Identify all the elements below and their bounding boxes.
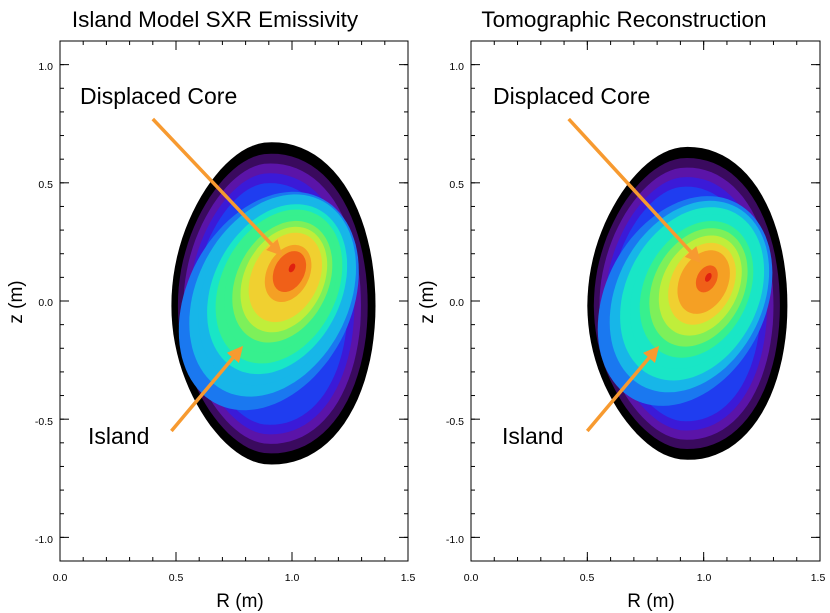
y-tick-labels: -1.0 -0.5 0.0 0.5 1.0 xyxy=(35,61,53,546)
contour-level xyxy=(705,273,712,282)
panel-title: Tomographic Reconstruction xyxy=(481,7,766,32)
y-tick-label: -1.0 xyxy=(446,534,464,546)
y-tick-label: 0.5 xyxy=(449,179,464,191)
y-axis-label: z (m) xyxy=(6,280,27,323)
x-tick-labels: 0.0 0.5 1.0 1.5 xyxy=(53,572,416,584)
annotation-arrow xyxy=(585,345,660,433)
y-tick-labels: -1.0 -0.5 0.0 0.5 1.0 xyxy=(446,61,464,546)
annotation-displaced-core: Displaced Core xyxy=(80,83,237,109)
y-tick-label: -1.0 xyxy=(35,534,53,546)
axis-ticks xyxy=(59,40,409,562)
x-tick-label: 1.0 xyxy=(697,572,712,584)
annotation-arrows xyxy=(567,117,702,433)
y-tick-label: 1.0 xyxy=(449,61,464,73)
x-tick-labels: 0.0 0.5 1.0 1.5 xyxy=(464,572,826,584)
x-tick-label: 0.0 xyxy=(464,572,479,584)
x-tick-label: 1.5 xyxy=(811,572,826,584)
x-tick-label: 0.0 xyxy=(53,572,68,584)
panel-tomographic-reconstruction: Tomographic Reconstruction R (m) z (m) D… xyxy=(417,7,825,612)
contour-level xyxy=(288,263,296,273)
x-tick-label: 1.5 xyxy=(401,572,416,584)
panel-island-model: Island Model SXR Emissivity R (m) z (m) … xyxy=(6,7,415,612)
x-tick-label: 1.0 xyxy=(285,572,300,584)
x-tick-label: 0.5 xyxy=(169,572,184,584)
y-tick-label: 0.5 xyxy=(38,179,53,191)
y-axis-label: z (m) xyxy=(417,280,438,323)
emissivity-contours xyxy=(171,142,376,465)
annotation-arrow xyxy=(170,345,244,433)
panel-title: Island Model SXR Emissivity xyxy=(72,7,359,32)
annotation-arrows xyxy=(151,117,283,433)
y-tick-label: 1.0 xyxy=(38,61,53,73)
x-axis-label: R (m) xyxy=(627,591,674,612)
emissivity-contours xyxy=(587,146,788,460)
y-tick-label: 0.0 xyxy=(38,297,53,309)
annotation-arrow xyxy=(151,117,283,256)
y-tick-label: -0.5 xyxy=(35,416,53,428)
annotation-arrow xyxy=(567,117,702,264)
annotation-displaced-core: Displaced Core xyxy=(493,83,650,109)
y-tick-label: 0.0 xyxy=(449,297,464,309)
x-axis-label: R (m) xyxy=(216,591,263,612)
x-tick-label: 0.5 xyxy=(580,572,595,584)
annotation-island: Island xyxy=(88,423,149,449)
y-tick-label: -0.5 xyxy=(446,416,464,428)
annotation-island: Island xyxy=(502,423,563,449)
axis-ticks xyxy=(470,40,821,562)
